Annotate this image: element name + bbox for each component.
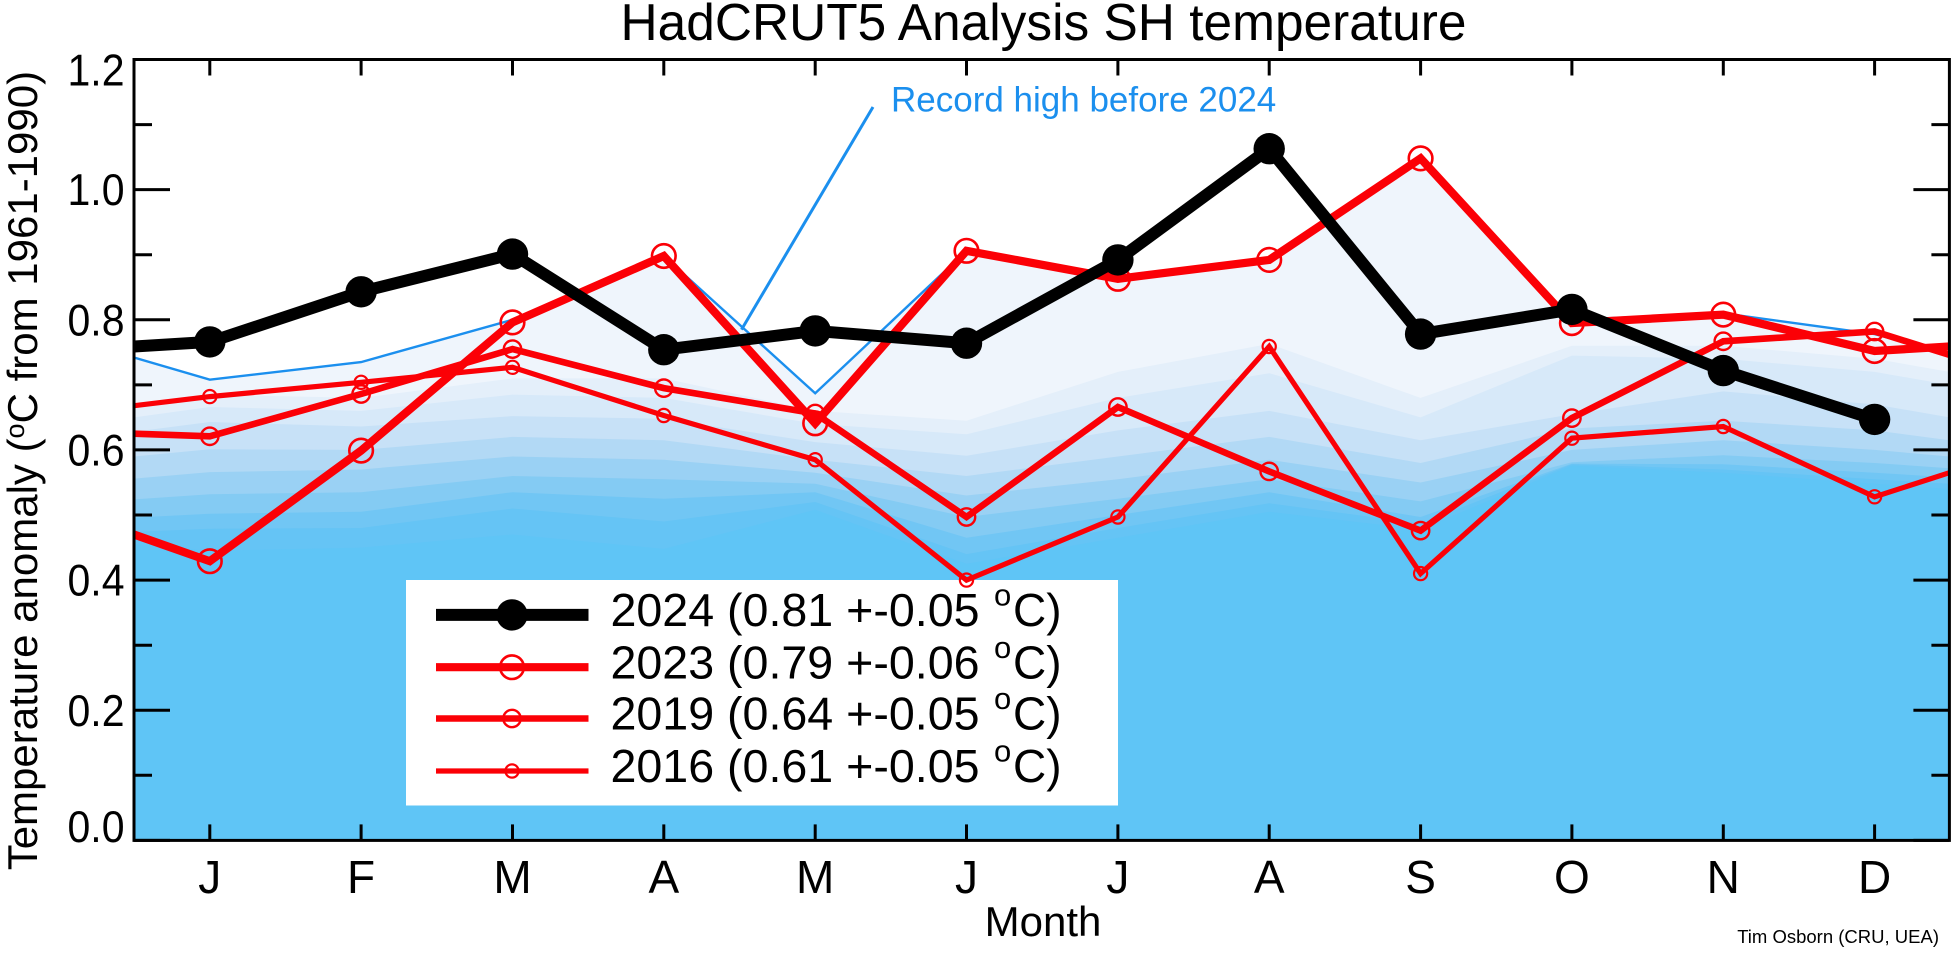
svg-text:1.0: 1.0 [68, 166, 125, 215]
svg-text:A: A [1254, 851, 1285, 903]
svg-text:O: O [1554, 851, 1590, 903]
svg-text:Record high before 2024: Record high before 2024 [891, 81, 1276, 120]
svg-text:J: J [955, 851, 978, 903]
svg-text:2016 (0.61 +-0.05: 2016 (0.61 +-0.05 [611, 740, 980, 792]
svg-text:o: o [994, 578, 1011, 613]
svg-text:0.4: 0.4 [68, 557, 125, 606]
svg-text:2019 (0.64 +-0.05: 2019 (0.64 +-0.05 [611, 688, 980, 740]
svg-text:J: J [198, 851, 221, 903]
svg-text:Temperature anomaly (oC from 1: Temperature anomaly (oC from 1961-1990) [0, 71, 46, 870]
svg-text:C): C) [1013, 688, 1062, 740]
svg-text:A: A [648, 851, 679, 903]
svg-text:C): C) [1013, 740, 1062, 792]
svg-text:C): C) [1013, 584, 1062, 636]
svg-text:F: F [347, 851, 375, 903]
svg-text:HadCRUT5 Analysis SH temperatu: HadCRUT5 Analysis SH temperature [621, 0, 1467, 52]
svg-text:0.8: 0.8 [68, 296, 125, 345]
svg-text:1.2: 1.2 [68, 47, 125, 96]
svg-text:N: N [1707, 851, 1740, 903]
svg-text:0.2: 0.2 [68, 687, 125, 736]
svg-text:o: o [994, 630, 1011, 665]
svg-text:0.0: 0.0 [68, 803, 125, 852]
svg-text:C): C) [1013, 636, 1062, 688]
svg-text:D: D [1858, 851, 1891, 903]
svg-text:o: o [994, 734, 1011, 769]
svg-text:J: J [1106, 851, 1129, 903]
svg-text:2023 (0.79 +-0.06: 2023 (0.79 +-0.06 [611, 636, 980, 688]
svg-text:2024 (0.81 +-0.05: 2024 (0.81 +-0.05 [611, 584, 980, 636]
svg-text:M: M [493, 851, 531, 903]
svg-text:M: M [796, 851, 834, 903]
svg-text:S: S [1405, 851, 1436, 903]
svg-text:o: o [994, 681, 1011, 716]
svg-text:Tim Osborn (CRU, UEA): Tim Osborn (CRU, UEA) [1737, 926, 1939, 947]
svg-text:Month: Month [985, 898, 1102, 945]
svg-text:0.6: 0.6 [68, 427, 125, 476]
